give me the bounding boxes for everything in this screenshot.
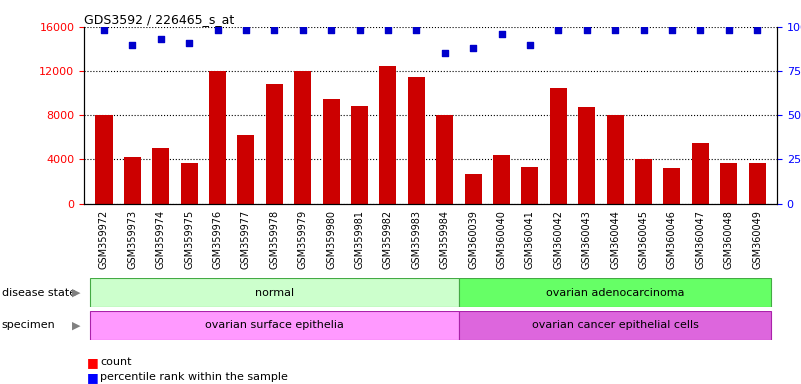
Text: ovarian adenocarcinoma: ovarian adenocarcinoma — [545, 288, 684, 298]
Point — [524, 41, 537, 48]
Bar — [493, 155, 510, 204]
Text: ovarian surface epithelia: ovarian surface epithelia — [205, 320, 344, 331]
Bar — [606, 115, 624, 204]
Point — [467, 45, 480, 51]
Text: GDS3592 / 226465_s_at: GDS3592 / 226465_s_at — [84, 13, 235, 26]
Point — [155, 36, 167, 42]
Bar — [90, 278, 459, 307]
Bar — [124, 157, 141, 204]
Bar — [720, 163, 737, 204]
Bar — [459, 278, 771, 307]
Bar — [209, 71, 226, 204]
Text: ▶: ▶ — [72, 288, 81, 298]
Point — [98, 27, 111, 33]
Text: specimen: specimen — [2, 320, 55, 331]
Bar — [635, 159, 652, 204]
Bar — [266, 84, 283, 204]
Point — [694, 27, 706, 33]
Point — [296, 27, 309, 33]
Point — [268, 27, 281, 33]
Bar — [459, 311, 771, 340]
Text: percentile rank within the sample: percentile rank within the sample — [100, 372, 288, 382]
Bar — [237, 135, 255, 204]
Point — [552, 27, 565, 33]
Bar — [749, 163, 766, 204]
Point — [580, 27, 593, 33]
Text: count: count — [100, 357, 131, 367]
Bar — [408, 76, 425, 204]
Point — [723, 27, 735, 33]
Text: ■: ■ — [87, 371, 99, 384]
Point — [410, 27, 423, 33]
Bar — [294, 71, 312, 204]
Bar — [521, 167, 538, 204]
Bar — [181, 163, 198, 204]
Bar — [90, 311, 459, 340]
Bar — [549, 88, 567, 204]
Text: ▶: ▶ — [72, 320, 81, 331]
Text: normal: normal — [255, 288, 294, 298]
Point — [438, 50, 451, 56]
Bar — [95, 115, 112, 204]
Point — [353, 27, 366, 33]
Bar — [380, 66, 396, 204]
Bar — [152, 148, 169, 204]
Text: ■: ■ — [87, 356, 99, 369]
Point — [126, 41, 139, 48]
Text: ovarian cancer epithelial cells: ovarian cancer epithelial cells — [532, 320, 698, 331]
Bar — [578, 108, 595, 204]
Point — [183, 40, 195, 46]
Point — [495, 31, 508, 37]
Bar — [437, 115, 453, 204]
Point — [609, 27, 622, 33]
Point — [324, 27, 337, 33]
Bar — [692, 143, 709, 204]
Bar — [663, 168, 680, 204]
Point — [751, 27, 763, 33]
Text: disease state: disease state — [2, 288, 76, 298]
Bar — [465, 174, 481, 204]
Point — [637, 27, 650, 33]
Point — [381, 27, 394, 33]
Point — [211, 27, 224, 33]
Point — [239, 27, 252, 33]
Bar — [323, 99, 340, 204]
Point — [666, 27, 678, 33]
Bar — [351, 106, 368, 204]
